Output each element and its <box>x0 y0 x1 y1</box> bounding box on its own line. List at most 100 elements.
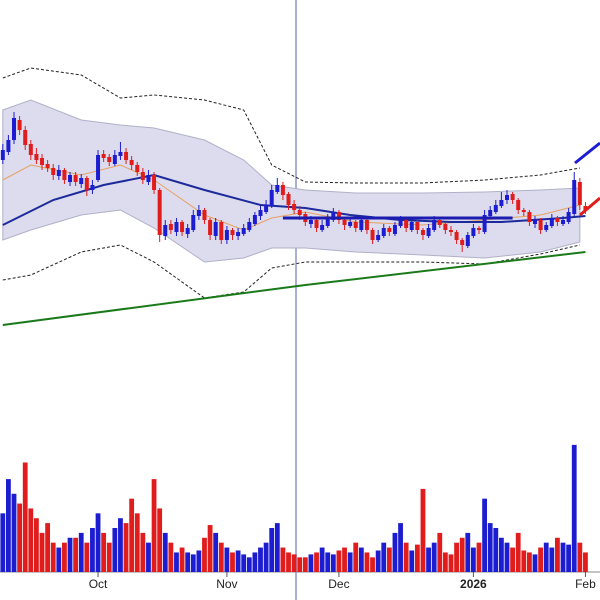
volume-bar <box>566 544 572 572</box>
candle-body <box>96 155 101 180</box>
candle-body <box>325 218 330 226</box>
candle-body <box>202 210 207 220</box>
volume-bar <box>319 547 325 572</box>
volume-bar <box>218 542 224 572</box>
candle-body <box>555 218 560 222</box>
candle-body <box>398 220 403 226</box>
indicator-line <box>2 244 580 299</box>
candle-body <box>566 212 571 222</box>
volume-bar <box>22 462 28 572</box>
candle-body <box>448 230 453 232</box>
candle-body <box>79 178 84 184</box>
candle-body <box>140 172 145 180</box>
volume-bar <box>437 532 443 572</box>
volume-bar <box>414 544 420 572</box>
candle-body <box>364 220 369 230</box>
volume-bar <box>207 525 213 572</box>
volume-bar <box>280 547 286 572</box>
volume-bar <box>140 532 146 572</box>
volume-bar <box>45 523 51 572</box>
volume-bar <box>302 557 308 572</box>
x-tick-label: Nov <box>216 577 237 591</box>
volume-bar <box>398 523 403 572</box>
candle-body <box>521 210 526 212</box>
candle-body <box>460 240 465 245</box>
volume-bar <box>263 542 269 572</box>
candle-body <box>426 228 431 236</box>
candle-body <box>392 225 397 234</box>
volume-bar <box>297 557 303 572</box>
candle-body <box>516 200 521 210</box>
volume-bar <box>269 528 275 572</box>
candle-body <box>415 222 420 230</box>
volume-bar <box>286 552 291 572</box>
candle-body <box>443 224 448 230</box>
volume-bar <box>118 518 123 572</box>
volume-bar <box>420 488 426 572</box>
plot: Oct Nov Dec 2026 Feb <box>0 67 596 591</box>
candle-body <box>549 218 554 226</box>
volume-bar <box>101 532 107 572</box>
volume-bar <box>448 554 454 572</box>
volume-bar <box>353 542 359 572</box>
candle-body <box>409 222 414 230</box>
candle-body <box>258 210 263 216</box>
indicator-line <box>2 164 580 231</box>
candle-body <box>454 232 459 240</box>
volume-bar <box>39 532 45 572</box>
volume-bar <box>28 508 34 572</box>
volume-bar <box>73 537 79 572</box>
volume-bar <box>179 547 185 572</box>
candle-body <box>314 220 319 228</box>
volume-bar <box>134 513 140 572</box>
volume-bar <box>358 547 364 572</box>
candle-body <box>308 220 313 224</box>
candle-body <box>432 220 437 230</box>
candle-body <box>488 210 493 216</box>
volume-bar <box>470 547 476 572</box>
indicator-line <box>2 173 586 226</box>
candle-body <box>572 180 577 214</box>
candle-body <box>577 182 582 205</box>
volume-bar <box>146 542 151 572</box>
candle-body <box>45 164 50 168</box>
volume-bar <box>274 523 280 572</box>
volume-bar <box>291 554 297 572</box>
candle-body <box>163 225 168 236</box>
volume-bar <box>583 552 588 572</box>
candle-body <box>118 152 123 156</box>
volume-bar <box>168 542 174 572</box>
volume-bar <box>129 498 135 572</box>
candle-body <box>269 190 274 206</box>
candle-body <box>359 220 364 230</box>
volume-bar <box>510 547 516 572</box>
volume-bar <box>123 523 129 572</box>
volume-bar <box>258 547 263 572</box>
volume-bar <box>342 547 347 572</box>
candle-body <box>107 157 112 162</box>
candle-body <box>112 155 117 164</box>
volume-bar <box>571 444 577 572</box>
candle-body <box>40 158 45 165</box>
candle-body <box>56 170 61 176</box>
x-tick-label: Feb <box>575 577 596 591</box>
volume-bar <box>224 547 230 572</box>
volume-bar <box>555 537 560 572</box>
volume-bar <box>162 532 168 572</box>
candle-body <box>544 225 549 230</box>
candle-body <box>297 210 302 215</box>
candle-body <box>73 175 78 182</box>
candle-body <box>90 185 95 190</box>
candle-body <box>561 220 566 224</box>
candle-body <box>370 230 375 240</box>
candle-body <box>471 228 476 236</box>
volume-bar <box>246 557 252 572</box>
volume-bar <box>381 542 387 572</box>
candle-body <box>476 228 481 230</box>
candle-body <box>499 200 504 206</box>
candle-body <box>28 144 33 155</box>
x-tick-label: 2026 <box>460 577 487 591</box>
volume-bar <box>56 547 62 572</box>
volume-bar <box>454 542 459 572</box>
